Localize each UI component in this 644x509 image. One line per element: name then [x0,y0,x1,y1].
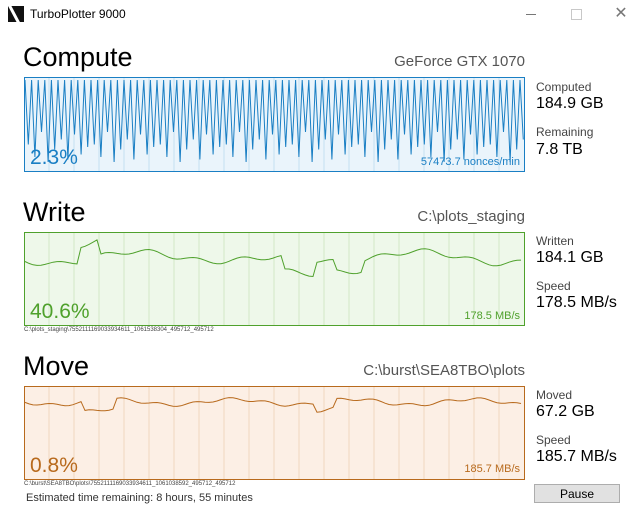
write-file-path: C:\plots_staging\7552111169033934611_106… [24,327,214,333]
write-percent: 40.6% [30,300,90,323]
compute-stat-value-remaining: 7.8 TB [536,141,583,158]
move-file-path: C:\burst\SEA8TBO\plots\75521111690339346… [24,481,236,487]
move-stat-value-speed: 185.7 MB/s [536,448,617,465]
maximize-icon [570,8,582,20]
pause-button[interactable]: Pause [534,484,620,503]
write-line [24,239,522,278]
compute-graph [24,77,525,172]
move-stat-label-moved: Moved [536,388,573,402]
compute-title: Compute [23,42,133,72]
app-logo-icon [8,6,24,22]
compute-stat-value-computed: 184.9 GB [536,95,604,112]
compute-rate: 57473.7 nonces/min [420,156,520,168]
minimize-icon [526,13,536,15]
window-title: TurboPlotter 9000 [30,7,126,21]
minimize-button[interactable] [508,0,554,28]
maximize-button[interactable] [553,0,599,28]
compute-line [24,79,524,163]
compute-stat-label-computed: Computed [536,80,592,94]
move-graph-svg [24,386,525,480]
move-graph [24,386,525,480]
move-graph-frame [24,386,525,480]
move-rate: 185.7 MB/s [464,463,520,475]
write-graph [24,232,525,326]
write-path-label: C:\plots_staging [417,208,525,225]
write-graph-svg [24,232,525,326]
estimated-time-remaining: Estimated time remaining: 8 hours, 55 mi… [26,492,253,504]
compute-stat-label-remaining: Remaining [536,125,594,139]
write-title: Write [23,197,86,227]
write-stat-label-written: Written [536,234,574,248]
compute-percent: 2.3% [30,146,78,169]
move-stat-value-moved: 67.2 GB [536,403,595,420]
title-bar[interactable] [0,0,644,28]
close-button[interactable]: ✕ [598,0,644,28]
move-title: Move [23,351,90,381]
move-percent: 0.8% [30,454,78,477]
move-line [24,397,522,413]
move-stat-label-speed: Speed [536,433,571,447]
write-stat-value-written: 184.1 GB [536,249,604,266]
move-grid [48,387,500,479]
close-icon: ✕ [614,5,628,22]
write-stat-label-speed: Speed [536,279,571,293]
write-stat-value-speed: 178.5 MB/s [536,294,617,311]
compute-device-label: GeForce GTX 1070 [394,53,525,70]
write-rate: 178.5 MB/s [464,310,520,322]
write-graph-frame [24,232,525,326]
move-path-label: C:\burst\SEA8TBO\plots [363,362,525,379]
compute-graph-svg [24,77,525,172]
